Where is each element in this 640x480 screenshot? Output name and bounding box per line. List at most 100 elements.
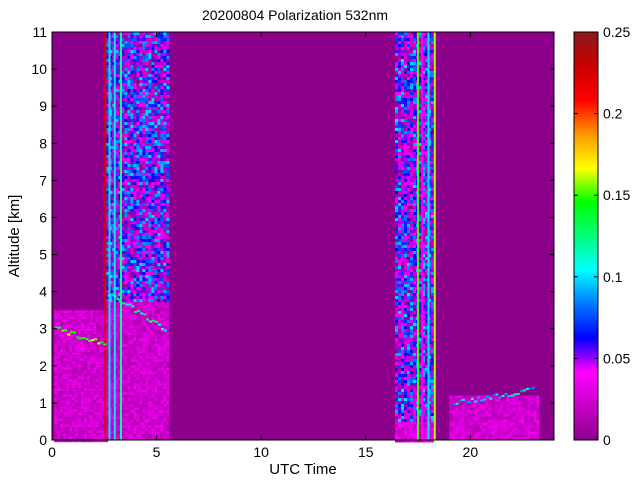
heatmap-cell [118,245,122,248]
heatmap-cell [431,311,434,314]
heatmap-cell [157,164,161,167]
heatmap-cell [154,161,158,164]
heatmap-cell [127,338,131,342]
heatmap-cell [124,296,128,299]
heatmap-cell [136,422,140,426]
heatmap-cell [166,290,170,293]
heatmap-cell [407,287,410,290]
heatmap-cell [139,422,143,426]
heatmap-cell [422,44,425,47]
heatmap-cell [163,260,167,263]
heatmap-cell [109,140,113,143]
heatmap-cell [136,236,140,239]
heatmap-cell [118,371,122,375]
heatmap-cell [99,415,103,419]
heatmap-cell [121,53,125,56]
heatmap-cell [66,310,70,314]
heatmap-cell [151,347,155,351]
heatmap-cell [154,407,158,411]
heatmap-cell [154,344,158,348]
heatmap-cell [401,245,404,248]
heatmap-cell [142,431,146,435]
heatmap-cell [413,188,416,191]
heatmap-cell [66,337,70,341]
heatmap-cell [154,401,158,405]
heatmap-cell [154,194,158,197]
heatmap-cell [106,185,110,188]
heatmap-cell [160,80,164,83]
heatmap-cell [151,344,155,348]
heatmap-cell [410,101,413,104]
heatmap-cell [96,436,100,440]
heatmap-cell [133,41,137,44]
heatmap-cell [413,272,416,275]
heatmap-cell [166,146,170,149]
heatmap-cell [425,215,428,218]
heatmap-cell [142,329,146,333]
heatmap-cell [431,269,434,272]
heatmap-cell [419,161,422,164]
heatmap-cell [102,430,106,434]
heatmap-cell [54,382,58,386]
heatmap-cell [419,287,422,290]
heatmap-cell [160,392,164,396]
heatmap-cell [154,359,158,363]
heatmap-cell [154,221,158,224]
heatmap-cell [118,305,122,309]
heatmap-cell [157,173,161,176]
heatmap-cell [401,263,404,266]
heatmap-cell [163,383,167,387]
heatmap-cell [78,391,82,395]
heatmap-cell [133,416,137,420]
heatmap-cell [130,380,134,384]
heatmap-cell [398,269,401,272]
heatmap-cell [431,44,434,47]
heatmap-cell [124,128,128,131]
heatmap-cell [93,319,97,323]
heatmap-cell [133,326,137,330]
heatmap-cell [133,104,137,107]
heatmap-cell [398,86,401,89]
heatmap-cell [395,38,398,41]
heatmap-cell [115,380,119,384]
heatmap-cell [160,311,164,315]
heatmap-cell [133,128,137,131]
heatmap-cell [425,188,428,191]
heatmap-cell [160,251,164,254]
heatmap-cell [121,248,125,251]
heatmap-cell [118,239,122,242]
heatmap-cell [401,131,404,134]
heatmap-cell [60,424,64,428]
heatmap-cell [109,176,113,179]
heatmap-cell [66,388,70,392]
heatmap-cell [410,131,413,134]
heatmap-cell [136,359,140,363]
heatmap-cell [121,83,125,86]
heatmap-cell [166,389,170,393]
heatmap-cell [407,89,410,92]
heatmap-cell [163,368,167,372]
heatmap-cell [106,320,110,324]
heatmap-cell [404,233,407,236]
heatmap-cell [401,266,404,269]
heatmap-cell [395,227,398,230]
heatmap-cell [151,311,155,315]
heatmap-cell [395,62,398,65]
heatmap-cell [163,392,167,396]
heatmap-cell [163,68,167,71]
heatmap-cell [130,65,134,68]
heatmap-cell [410,89,413,92]
heatmap-cell [148,113,152,116]
heatmap-cell [413,95,416,98]
heatmap-cell [410,140,413,143]
heatmap-cell [124,377,128,381]
heatmap-cell [401,65,404,68]
heatmap-cell [106,434,110,438]
heatmap-cell [115,86,119,89]
heatmap-cell [136,299,140,302]
heatmap-cell [142,374,146,378]
heatmap-cell [407,251,410,254]
heatmap-cell [139,236,143,239]
heatmap-cell [66,391,70,395]
heatmap-cell [124,107,128,110]
